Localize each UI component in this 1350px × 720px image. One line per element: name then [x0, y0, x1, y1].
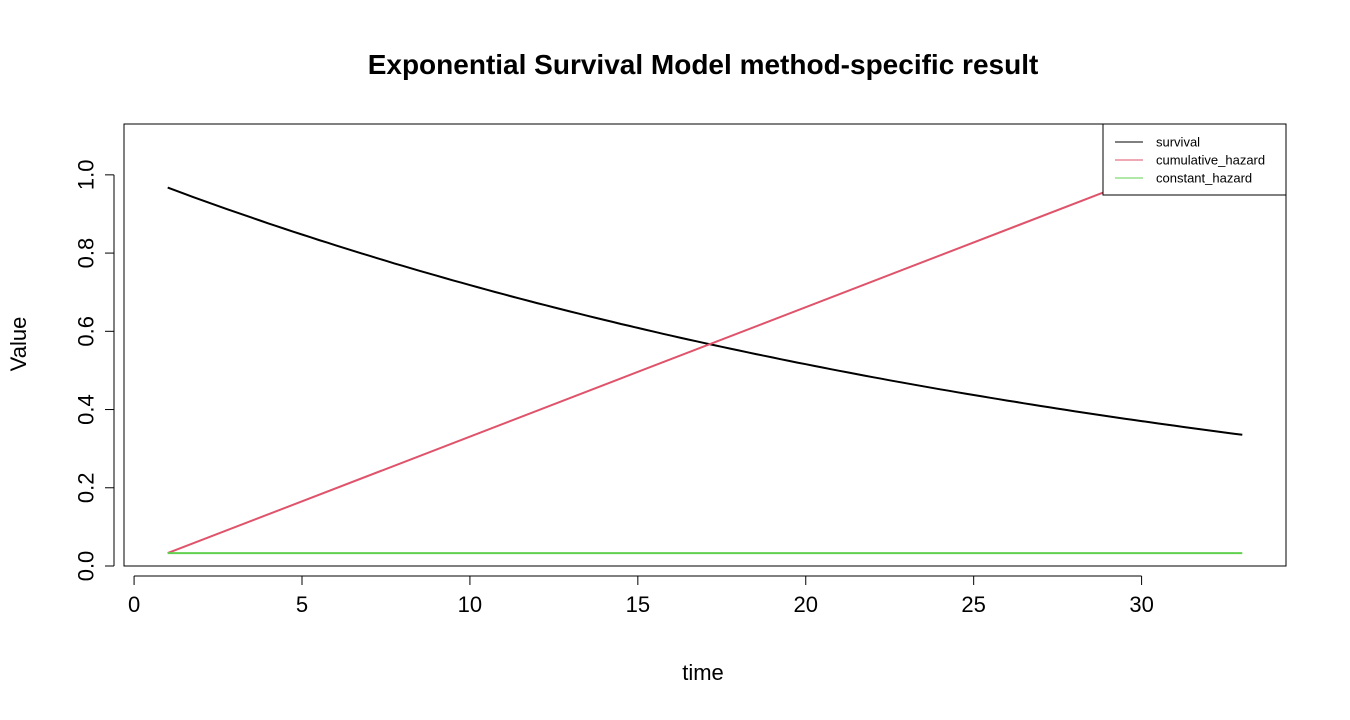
legend-entry: survival [1156, 135, 1200, 150]
x-tick-label: 0 [128, 592, 140, 617]
y-axis-label: Value [6, 317, 31, 372]
x-tick-label: 5 [296, 592, 308, 617]
axes: 0 5 10 15 20 25 30 0.0 0.2 0.4 0.6 0.8 1.0 [74, 160, 1154, 617]
chart-title: Exponential Survival Model method-specif… [368, 49, 1039, 80]
y-tick-label: 0.2 [74, 472, 99, 503]
legend-entry: cumulative_hazard [1156, 153, 1265, 168]
y-tick-label: 0.6 [74, 316, 99, 347]
series-line-cumulative-hazard [167, 137, 1243, 555]
x-tick-label: 25 [961, 592, 985, 617]
y-tick-label: 0.8 [74, 238, 99, 269]
y-tick-label: 1.0 [74, 160, 99, 191]
x-tick-label: 30 [1129, 592, 1153, 617]
plot-frame [123, 123, 1287, 567]
legend-entry: constant_hazard [1156, 171, 1252, 186]
series-layer [167, 137, 1243, 555]
legend: survival cumulative_hazard constant_hazard [1102, 123, 1287, 196]
x-axis-label: time [682, 660, 724, 685]
y-tick-label: 0.4 [74, 394, 99, 425]
x-tick-label: 20 [794, 592, 818, 617]
series-line-survival [167, 186, 1243, 436]
x-tick-label: 15 [626, 592, 650, 617]
x-tick-label: 10 [458, 592, 482, 617]
y-tick-label: 0.0 [74, 551, 99, 582]
